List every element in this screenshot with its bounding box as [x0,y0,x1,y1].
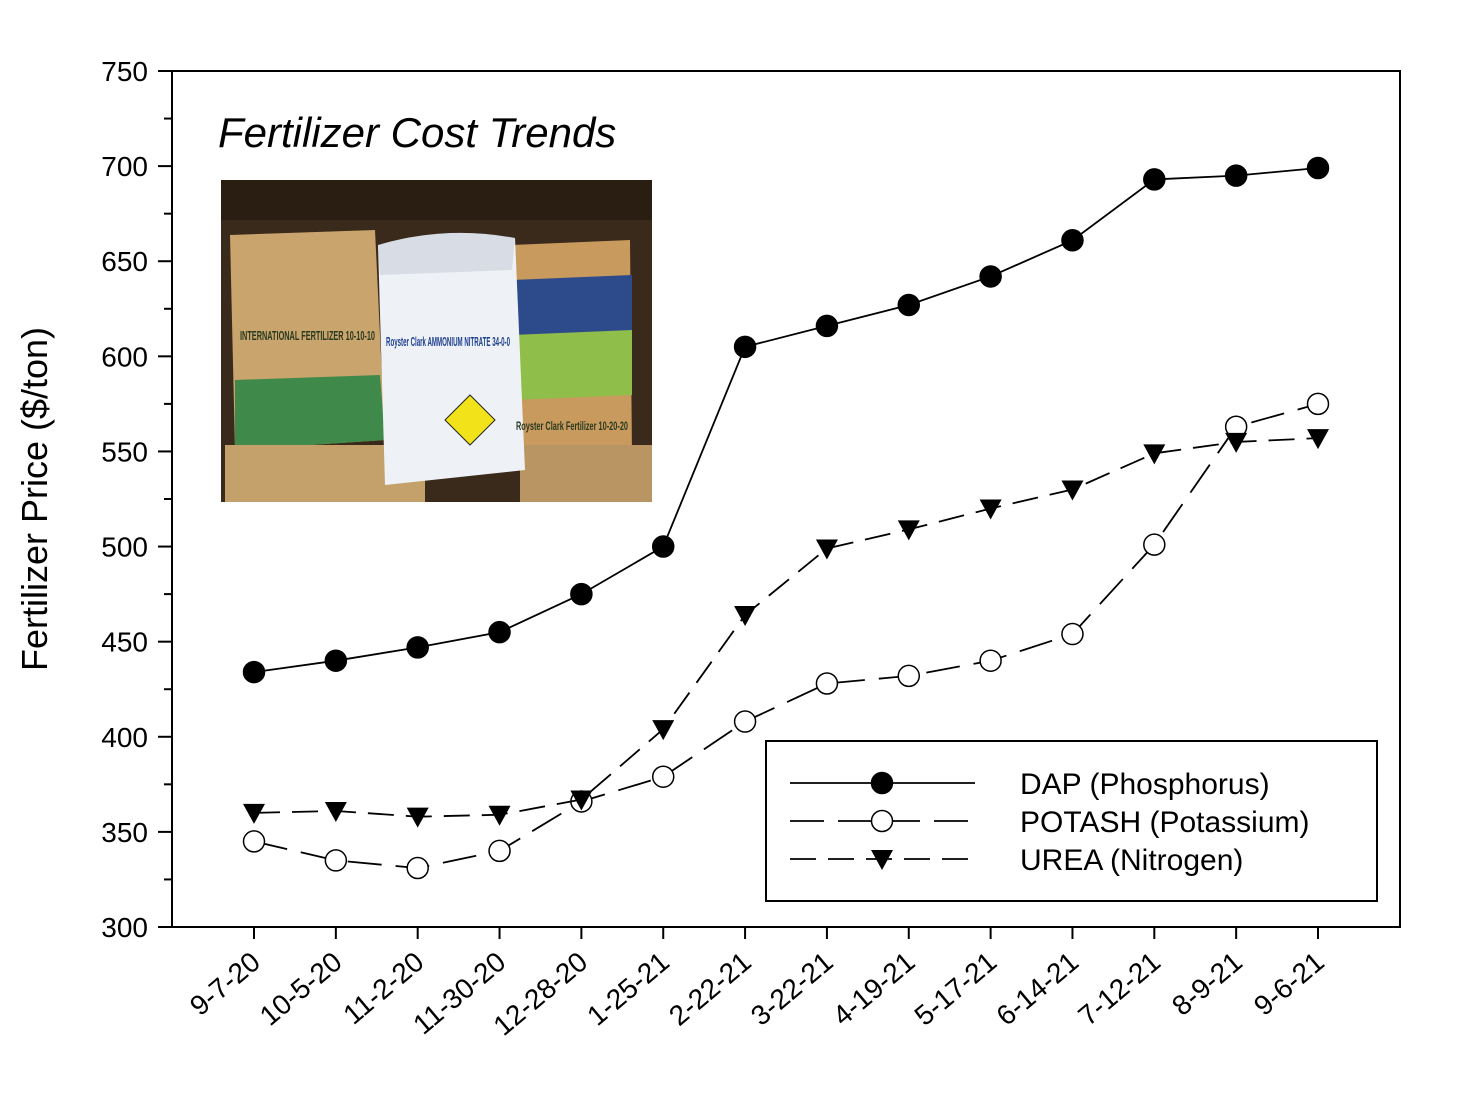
chart-title: Fertilizer Cost Trends [218,109,616,156]
data-point [1143,168,1166,191]
y-tick-label: 750 [101,56,148,87]
data-point [243,803,265,824]
data-point [897,520,920,541]
legend-label: POTASH (Potassium) [1020,806,1310,839]
y-tick-label: 600 [101,341,148,372]
legend-label: DAP (Phosphorus) [1020,768,1270,801]
series-line [253,437,1319,818]
series-dap [242,156,1330,684]
x-tick-label: 1-25-21 [581,946,675,1032]
fertilizer-bags-photo: INTERNATIONAL FERTILIZER 10-10-10 Royste… [221,180,652,502]
data-point [1061,622,1084,646]
x-tick-label: 7-12-21 [1072,946,1166,1032]
data-point [1143,533,1166,556]
data-point [242,660,266,684]
x-tick-label: 3-22-21 [745,946,839,1032]
legend-marker [870,809,894,833]
series-urea [243,429,1329,828]
y-tick-label: 400 [101,722,148,753]
data-point [406,807,429,828]
y-tick-label: 350 [101,817,148,848]
x-tick-label: 4-19-21 [827,946,921,1032]
data-point [242,830,266,853]
data-point [1225,432,1248,453]
data-point [652,720,675,741]
data-point [1307,429,1329,450]
legend-marker [870,771,894,795]
series-potash [242,392,1330,880]
data-point [979,499,1002,520]
series-line [253,167,1319,673]
data-point [815,314,839,338]
data-point [815,672,839,695]
y-axis-label: Fertilizer Price ($/ton) [14,327,55,671]
data-point [488,620,511,644]
y-tick-label: 650 [101,246,148,277]
data-point [1306,156,1330,180]
data-point [488,805,511,826]
data-point [734,606,757,627]
data-point [570,582,593,606]
x-tick-label: 9-7-20 [184,946,266,1022]
data-point [1061,480,1084,501]
data-point [1306,392,1330,416]
data-point [651,535,675,558]
y-tick-label: 700 [101,151,148,182]
y-tick-label: 450 [101,627,148,658]
data-point [406,856,429,880]
legend-label: UREA (Nitrogen) [1020,844,1243,877]
data-point [324,801,347,822]
data-point [733,710,757,733]
y-tick-label: 300 [101,912,148,943]
data-point [406,636,429,659]
y-tick-label: 550 [101,436,148,467]
x-tick-label: 5-17-21 [909,946,1003,1032]
data-point [1061,229,1084,252]
data-point [324,849,348,872]
data-point [979,649,1002,672]
x-tick-label: 6-14-21 [990,946,1084,1032]
data-point [979,265,1002,288]
data-point [570,790,593,811]
series-line [253,403,1319,869]
data-point [488,839,511,863]
legend-marker [871,850,893,870]
x-tick-label: 10-5-20 [254,946,348,1032]
y-tick-label: 500 [101,532,148,563]
right-bag-label: Royster Clark Fertilizer 10-20-20 [516,419,628,433]
left-bag-label: INTERNATIONAL FERTILIZER 10-10-10 [240,328,375,343]
x-tick-label: 8-9-21 [1166,946,1248,1022]
data-point [815,539,838,560]
middle-bag-label: Royster Clark AMMONIUM NITRATE 34-0-0 [386,334,510,349]
data-point [1143,444,1166,465]
x-tick-label: 2-22-21 [663,946,757,1032]
data-point [324,649,348,672]
data-point [733,335,757,359]
data-point [1224,164,1248,187]
data-point [897,293,921,317]
x-tick-label: 9-6-21 [1248,946,1330,1022]
data-point [897,664,921,688]
data-point [651,765,675,788]
